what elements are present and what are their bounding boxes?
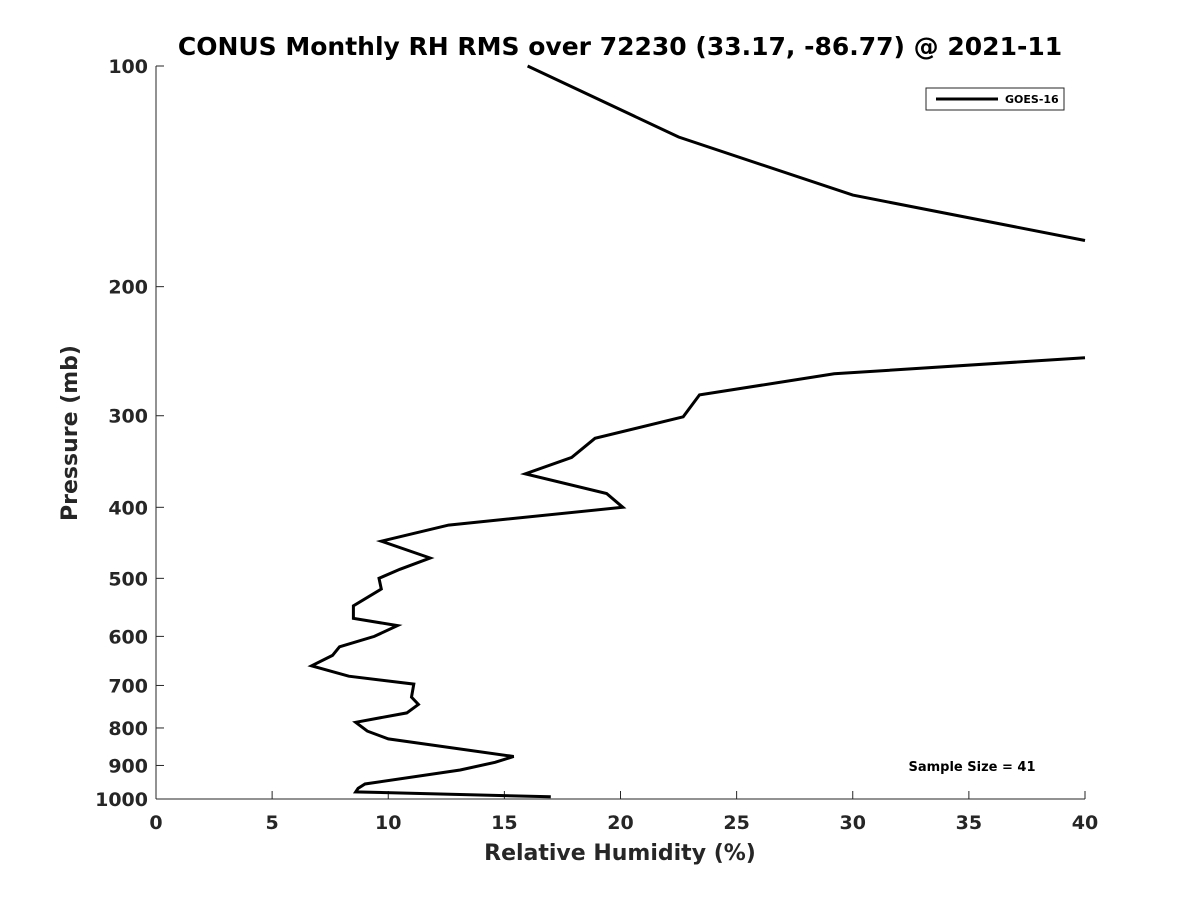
y-axis-ticks: 100 200 300 400 500 600 700 800 900 1000 <box>95 56 164 811</box>
legend-entry-goes-16: GOES-16 <box>1005 93 1059 106</box>
chart-title: CONUS Monthly RH RMS over 72230 (33.17, … <box>178 32 1062 61</box>
y-tick-label: 200 <box>108 277 148 299</box>
y-tick-label: 700 <box>108 675 148 697</box>
y-tick-label: 600 <box>108 626 148 648</box>
y-axis-label: Pressure (mb) <box>58 345 83 521</box>
x-tick-label: 5 <box>266 812 279 834</box>
x-tick-label: 10 <box>375 812 401 834</box>
x-tick-label: 40 <box>1072 812 1098 834</box>
y-tick-label: 400 <box>108 497 148 519</box>
y-tick-label: 800 <box>108 718 148 740</box>
x-tick-label: 15 <box>491 812 517 834</box>
series-line-goes-16-segment-2 <box>307 356 1086 799</box>
x-axis-label: Relative Humidity (%) <box>484 841 756 866</box>
series-group <box>307 64 1086 799</box>
x-tick-label: 30 <box>840 812 866 834</box>
series-line-goes-16-segment-1 <box>526 64 1086 242</box>
y-tick-label: 300 <box>108 406 148 428</box>
x-tick-label: 20 <box>607 812 633 834</box>
y-tick-label: 900 <box>108 755 148 777</box>
legend: GOES-16 <box>925 87 1065 111</box>
y-tick-label: 100 <box>108 56 148 78</box>
x-axis-ticks: 0 5 10 15 20 25 30 35 40 <box>149 791 1098 834</box>
x-tick-label: 25 <box>723 812 749 834</box>
x-tick-label: 0 <box>149 812 162 834</box>
sample-size-annotation: Sample Size = 41 <box>908 760 1035 775</box>
y-tick-label: 500 <box>108 568 148 590</box>
y-tick-label: 1000 <box>95 789 148 811</box>
x-tick-label: 35 <box>956 812 982 834</box>
